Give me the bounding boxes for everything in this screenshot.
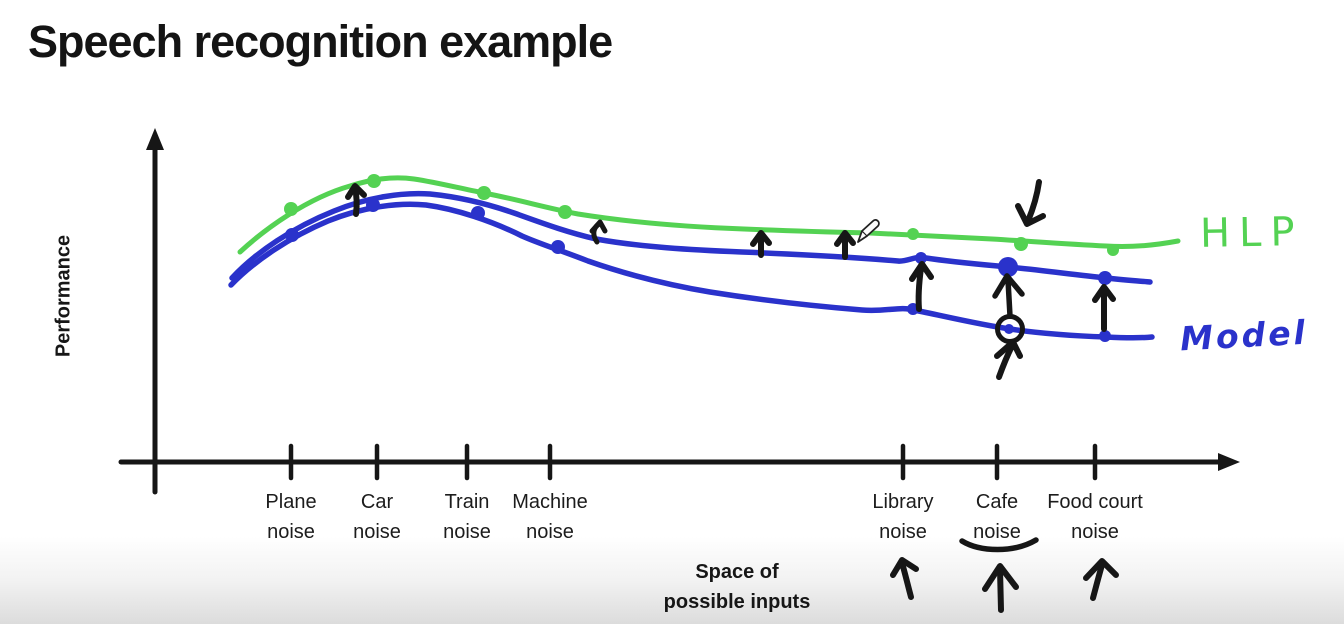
- up-arrow-food-court: [1092, 284, 1116, 332]
- annotation-arrows: [345, 179, 1116, 380]
- x-tick-label-machine-noise: Machine noise: [512, 491, 588, 543]
- x-tick-label-cafe-noise: Cafe noise: [973, 491, 1021, 543]
- x-tick-label-plane-noise: Plane noise: [265, 491, 317, 543]
- down-arrow-hlp-cafe: [1015, 179, 1046, 227]
- space-of-possible-inputs-label: Space of possible inputs: [663, 561, 811, 613]
- model-curve-label: Model: [1179, 312, 1309, 359]
- pencil-cursor-icon: [857, 219, 880, 243]
- axis-arrowheads: [146, 128, 1240, 471]
- x-tick-label-train-noise: Train noise: [443, 491, 491, 543]
- x-axis-arrowhead: [1218, 453, 1240, 471]
- tall-up-arrow-library-noise: [909, 261, 934, 312]
- sketch-arrow-food-court: [1083, 558, 1119, 601]
- ink-layer: [118, 128, 1240, 613]
- page-title: Speech recognition example: [28, 16, 613, 67]
- hlp-data-points: [284, 174, 1119, 256]
- sketch-arrow-cafe: [982, 563, 1019, 613]
- x-tick-label-food-court-noise: Food court noise: [1047, 491, 1143, 543]
- model-baseline-curve: [228, 201, 1155, 341]
- up-arrow-car-noise: [345, 183, 367, 217]
- up-arrow-below-circle: [994, 339, 1023, 380]
- x-axis-ticks: [288, 443, 1098, 481]
- up-arrow-mid-1: [750, 230, 772, 258]
- underline-cafe-noise: [959, 537, 1039, 553]
- y-axis-arrowhead: [146, 128, 164, 150]
- highlight-circle-cafe-point: [995, 314, 1025, 344]
- model-data-points: [285, 198, 1112, 342]
- up-arrow-mid-2: [834, 230, 856, 260]
- x-tick-label-car-noise: Car noise: [353, 491, 401, 543]
- x-tick-label-library-noise: Library noise: [872, 491, 934, 543]
- up-arrow-circle-to-point: [992, 273, 1025, 319]
- hook-arrow-machine-noise: [589, 219, 608, 245]
- bottom-sketch-arrows: [890, 557, 1119, 613]
- hlp-curve-label: HLP: [1199, 209, 1304, 257]
- sketch-arrow-library: [890, 557, 919, 600]
